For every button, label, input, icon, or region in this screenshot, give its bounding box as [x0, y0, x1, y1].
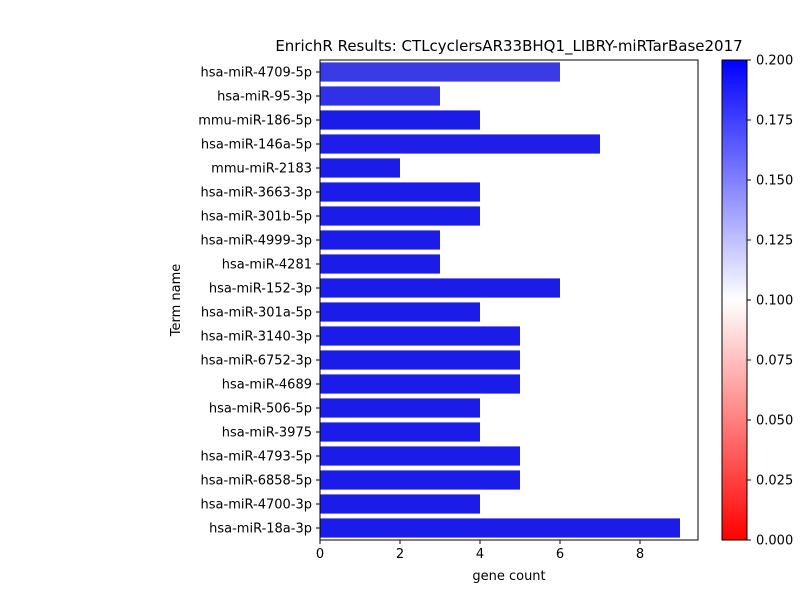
bar-hsa-miR-152-3p [320, 278, 560, 298]
y-tick-label: hsa-miR-4793-5p [201, 450, 312, 465]
colorbar-tick-label: 0.100 [756, 294, 793, 309]
bar-hsa-miR-4999-3p [320, 230, 440, 250]
y-tick-label: hsa-miR-4281 [222, 258, 312, 273]
bar-hsa-miR-3975 [320, 422, 480, 442]
y-tick-label: hsa-miR-6858-5p [201, 474, 312, 489]
bar-hsa-miR-6752-3p [320, 350, 520, 370]
bar-hsa-miR-4709-5p [320, 62, 560, 82]
y-tick-label: hsa-miR-3975 [222, 426, 312, 441]
bar-hsa-miR-6858-5p [320, 470, 520, 490]
y-tick-group: hsa-miR-4709-5p hsa-miR-95-3p mmu-miR-186-… [198, 66, 320, 537]
bar-hsa-miR-4281 [320, 254, 440, 274]
y-tick-label: hsa-miR-152-3p [209, 282, 312, 297]
y-tick-label: hsa-miR-301b-5p [201, 210, 312, 225]
colorbar-tick-label: 0.075 [756, 354, 793, 369]
bar-hsa-miR-3663-3p [320, 182, 480, 202]
y-tick-label: hsa-miR-4689 [222, 378, 312, 393]
x-tick-label: 0 [316, 547, 324, 562]
y-tick-label: hsa-miR-506-5p [209, 402, 312, 417]
bar-hsa-miR-4793-5p [320, 446, 520, 466]
x-tick-label: 8 [636, 547, 644, 562]
x-axis-label: gene count [472, 569, 545, 584]
y-tick-label: hsa-miR-4999-3p [201, 234, 312, 249]
colorbar [721, 59, 748, 541]
bar-mmu-miR-186-5p [320, 110, 480, 130]
y-tick-label: hsa-miR-18a-3p [209, 522, 312, 537]
x-tick-label: 4 [476, 547, 484, 562]
bar-hsa-miR-146a-5p [320, 134, 600, 154]
colorbar-tick-group: 0.000 0.025 0.050 0.075 0.100 0.125 0.150 0.175… [747, 54, 793, 549]
colorbar-tick-label: 0.000 [756, 534, 793, 549]
x-tick-group: 0 2 4 6 8 [316, 540, 644, 562]
chart-title: EnrichR Results: CTLcyclersAR33BHQ1_LIBR… [275, 37, 742, 56]
y-tick-label: hsa-miR-95-3p [217, 90, 312, 105]
bar-hsa-miR-301b-5p [320, 206, 480, 226]
colorbar-tick-label: 0.200 [756, 54, 793, 69]
bars-group [320, 62, 680, 538]
colorbar-tick-label: 0.025 [756, 474, 793, 489]
y-tick-label: hsa-miR-4709-5p [201, 66, 312, 81]
bar-hsa-miR-506-5p [320, 398, 480, 418]
y-tick-label: hsa-miR-301a-5p [201, 306, 312, 321]
colorbar-tick-label: 0.175 [756, 114, 793, 129]
colorbar-tick-label: 0.125 [756, 234, 793, 249]
colorbar-tick-label: 0.050 [756, 414, 793, 429]
bar-hsa-miR-18a-3p [320, 518, 680, 538]
x-tick-label: 6 [556, 547, 564, 562]
y-tick-label: hsa-miR-4700-3p [201, 498, 312, 513]
y-axis-label: Term name [169, 264, 184, 338]
y-tick-label: mmu-miR-2183 [211, 162, 312, 177]
bar-hsa-miR-301a-5p [320, 302, 480, 322]
y-tick-label: hsa-miR-3140-3p [201, 330, 312, 345]
y-tick-label: mmu-miR-186-5p [198, 114, 312, 129]
y-tick-label: hsa-miR-146a-5p [201, 138, 312, 153]
plot-frame [319, 59, 699, 541]
colorbar-tick-label: 0.150 [756, 174, 793, 189]
bar-mmu-miR-2183 [320, 158, 400, 178]
y-tick-label: hsa-miR-6752-3p [201, 354, 312, 369]
bar-hsa-miR-4700-3p [320, 494, 480, 514]
bar-hsa-miR-95-3p [320, 86, 440, 106]
x-tick-label: 2 [396, 547, 404, 562]
bar-hsa-miR-3140-3p [320, 326, 520, 346]
bar-hsa-miR-4689 [320, 374, 520, 394]
y-tick-label: hsa-miR-3663-3p [201, 186, 312, 201]
